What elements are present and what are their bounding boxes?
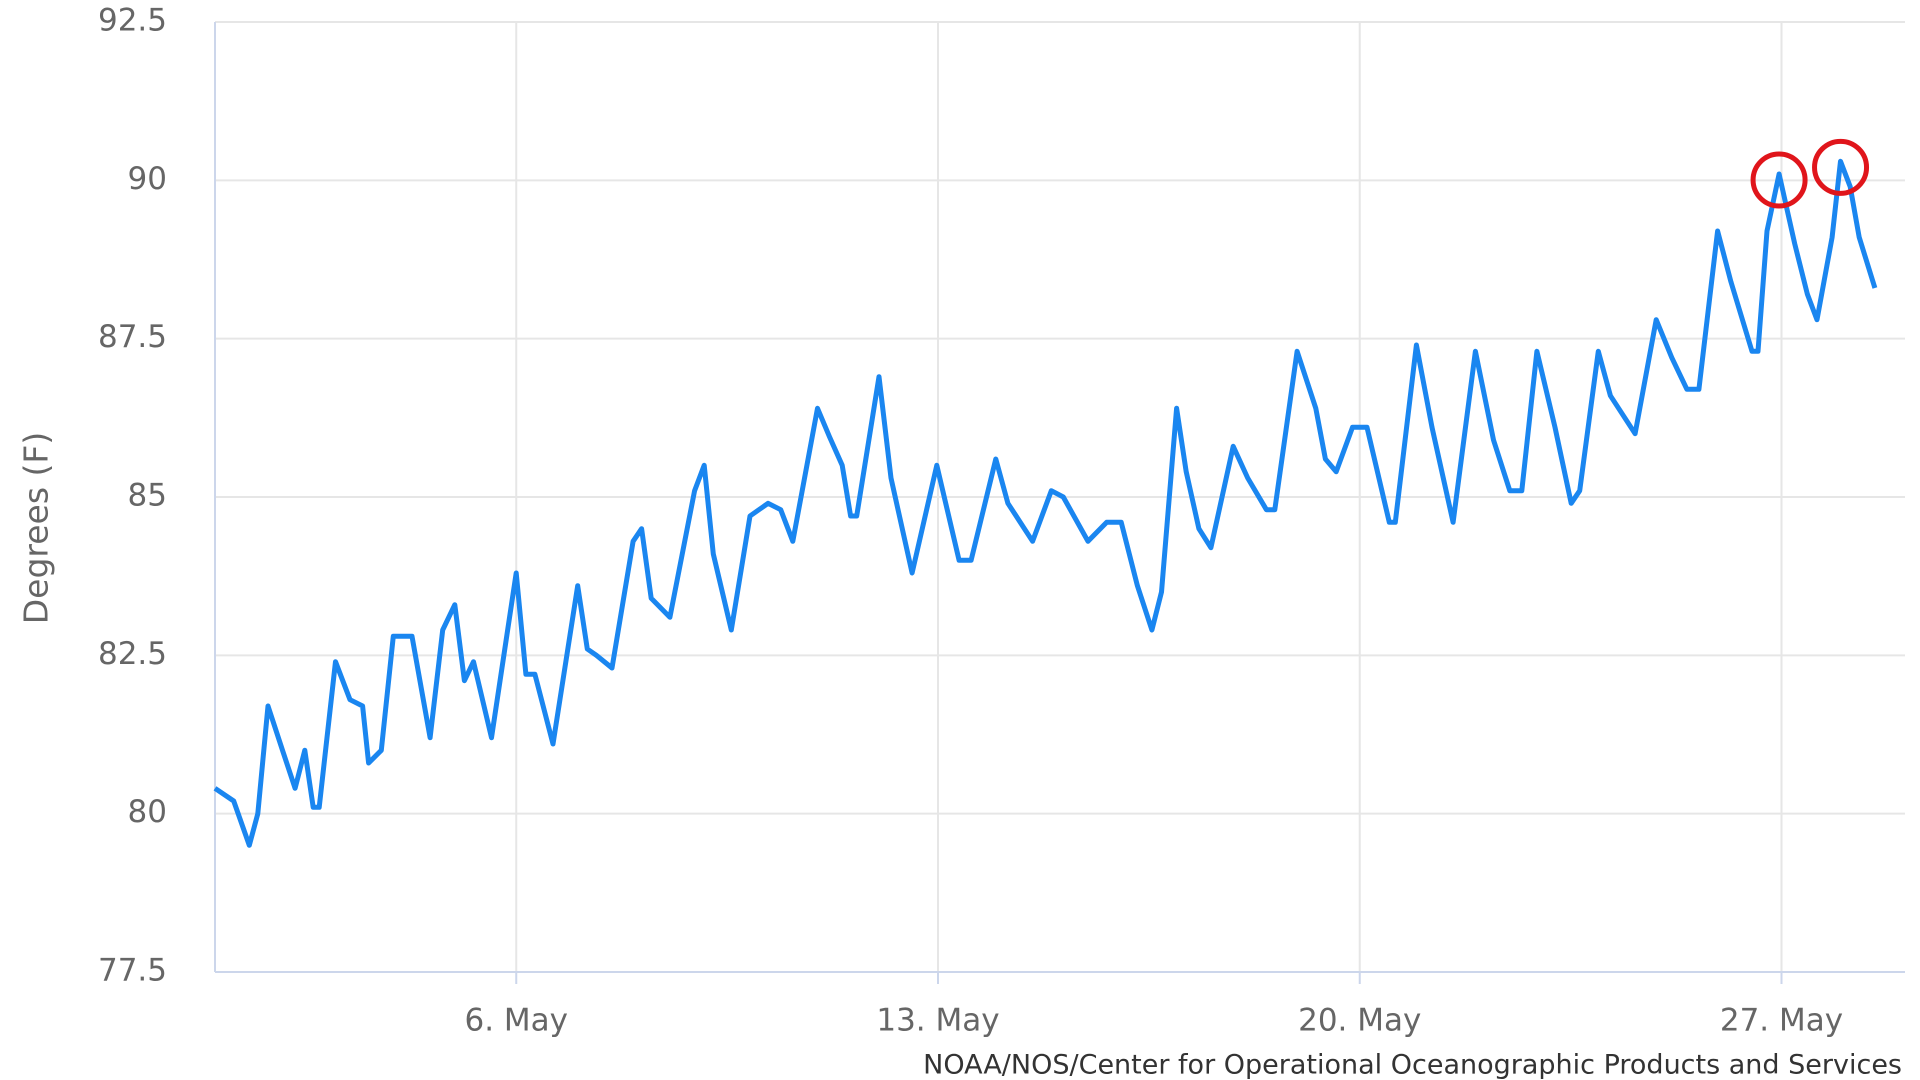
x-tick-label: 27. May bbox=[1720, 1003, 1843, 1039]
highlight-circle bbox=[1750, 151, 1808, 209]
y-tick-label: 85 bbox=[128, 478, 167, 514]
y-tick-label: 82.5 bbox=[98, 636, 167, 672]
y-tick-label: 77.5 bbox=[98, 953, 167, 989]
x-tick-label: 6. May bbox=[464, 1003, 568, 1039]
credit: NOAA/NOS/Center for Operational Oceanogr… bbox=[923, 1050, 1902, 1080]
y-tick-label: 90 bbox=[128, 161, 167, 197]
highlight-circle bbox=[1812, 138, 1870, 196]
x-tick-label: 20. May bbox=[1298, 1003, 1421, 1039]
y-tick-label: 80 bbox=[128, 794, 167, 830]
y-tick-label: 87.5 bbox=[98, 319, 167, 355]
x-tick-label: 13. May bbox=[876, 1003, 999, 1039]
data-line bbox=[213, 158, 1878, 848]
y-tick-label: 92.5 bbox=[98, 3, 167, 39]
y-axis-label: Degrees (F) bbox=[17, 432, 56, 625]
